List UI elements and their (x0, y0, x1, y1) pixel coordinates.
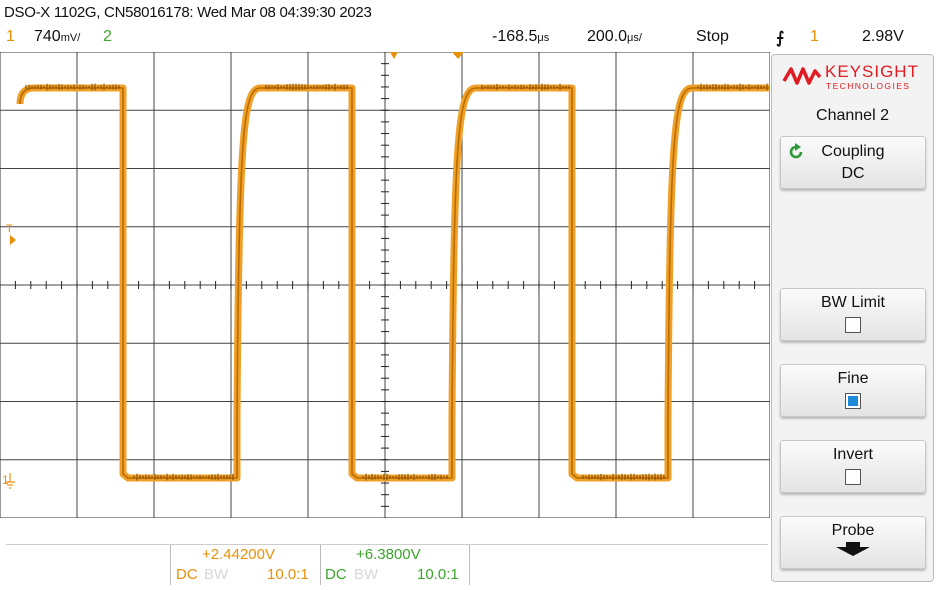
ch1-probe: 10.0:1 (267, 566, 309, 583)
brand-sub: TECHNOLOGIES (826, 81, 911, 91)
run-state[interactable]: Stop (696, 28, 729, 45)
softkey-panel: KEYSIGHT TECHNOLOGIES Channel 2 Coupling… (771, 54, 934, 582)
timebase[interactable]: 200.0μs/ (587, 28, 642, 46)
fine-label: Fine (837, 370, 869, 387)
ch2-probe: 10.0:1 (417, 566, 459, 583)
coupling-button[interactable]: Coupling DC (780, 136, 926, 189)
rotate-knob-icon (789, 143, 803, 159)
ch2-info-separator (320, 545, 321, 585)
invert-checkbox[interactable] (845, 469, 861, 485)
trigger-level-arrow-icon (10, 235, 16, 245)
time-offset-value: -168.5 (492, 28, 538, 45)
fine-button[interactable]: Fine (780, 364, 926, 417)
ch1-number[interactable]: 1 (6, 28, 15, 45)
probe-button[interactable]: Probe (780, 516, 926, 569)
ch1-waveform-noise (25, 83, 768, 481)
invert-label: Invert (832, 446, 873, 463)
bw-limit-label: BW Limit (821, 294, 885, 311)
timebase-value: 200.0 (587, 28, 628, 45)
ch2-coupling: DC (325, 566, 347, 583)
trigger-source[interactable]: 1 (810, 28, 819, 45)
ch1-offset: +2.44200V (202, 546, 275, 563)
ch1-waveform (19, 87, 770, 479)
trigger-level[interactable]: 2.98V (862, 28, 904, 45)
timebase-unit: μs/ (627, 32, 642, 44)
keysight-wave-icon (782, 67, 822, 85)
trigger-level-marker: T (6, 223, 13, 235)
ground-symbol-icon (5, 473, 15, 489)
submenu-arrow-icon (836, 542, 870, 556)
ch2-bw: BW (354, 566, 379, 583)
time-reference-marker (452, 52, 464, 59)
coupling-value: DC (841, 165, 865, 182)
menu-title: Channel 2 (816, 107, 889, 124)
info-divider (6, 544, 768, 545)
trigger-slope-icon: ⨍ (776, 30, 785, 47)
ch1-scale[interactable]: 740mV/ (34, 28, 80, 46)
waveform-display: T 1 (0, 52, 770, 518)
time-offset-unit: μs (537, 32, 550, 44)
coupling-label: Coupling (821, 143, 885, 160)
ch1-info-separator (170, 545, 171, 585)
ch2-info-end-separator (469, 545, 470, 585)
ch1-scale-value: 740 (34, 28, 61, 45)
ch1-coupling: DC (176, 566, 198, 583)
time-offset[interactable]: -168.5μs (492, 28, 549, 46)
probe-label: Probe (831, 522, 875, 539)
ch1-scale-unit: mV/ (60, 32, 81, 44)
graticule-ticks (0, 52, 770, 518)
invert-button[interactable]: Invert (780, 440, 926, 493)
ch2-offset: +6.3800V (356, 546, 421, 563)
bw-limit-button[interactable]: BW Limit (780, 288, 926, 341)
brand-name: KEYSIGHT (825, 62, 919, 81)
ch1-ground-marker: 1 (2, 473, 9, 487)
bw-limit-checkbox[interactable] (845, 317, 861, 333)
fine-checkbox[interactable] (845, 393, 861, 409)
keysight-logo: KEYSIGHT TECHNOLOGIES (782, 61, 932, 95)
trigger-position-marker (390, 52, 398, 59)
ch2-number[interactable]: 2 (103, 28, 112, 45)
window-title: DSO-X 1102G, CN58016178: Wed Mar 08 04:3… (4, 4, 372, 21)
ch1-bw: BW (204, 566, 229, 583)
